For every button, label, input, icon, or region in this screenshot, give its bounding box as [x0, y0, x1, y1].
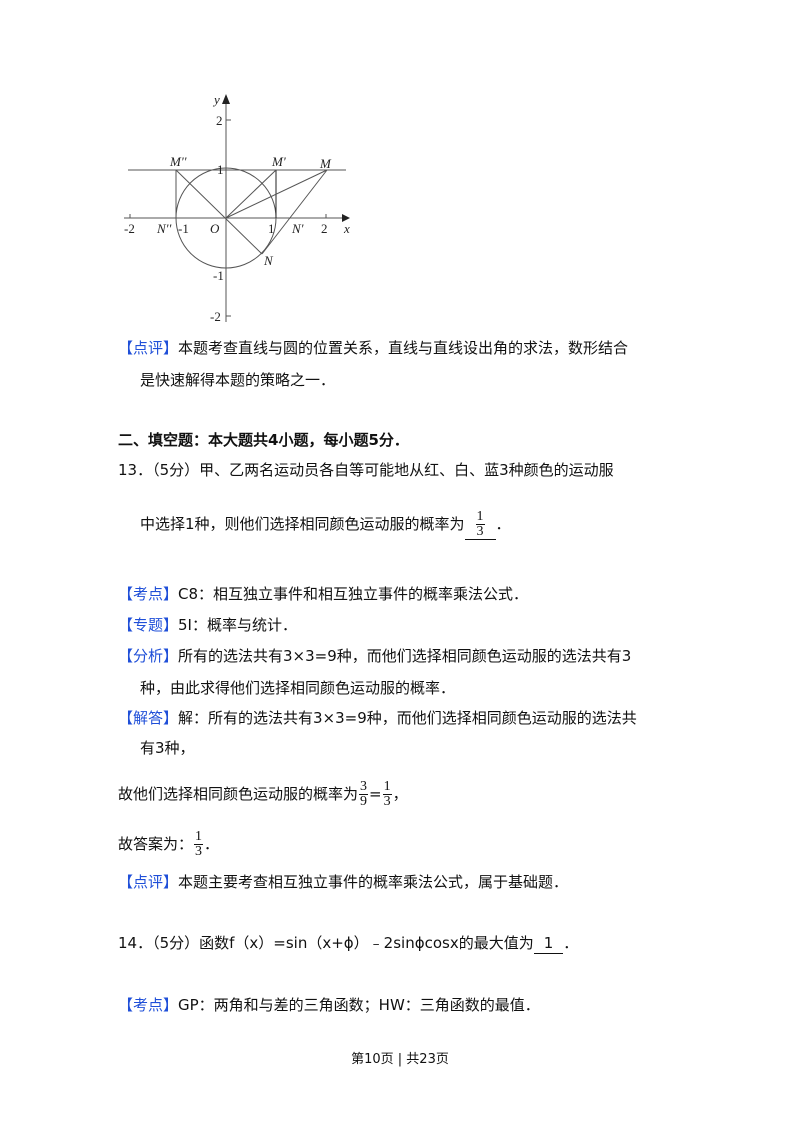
y-axis-label: y — [212, 92, 220, 107]
kaodian-text: C8：相互独立事件和相互独立事件的概率乘法公式． — [178, 585, 529, 603]
numerator: 1 — [475, 509, 485, 525]
q13-stem: 13．（5分）甲、乙两名运动员各自等可能地从红、白、蓝3种颜色的运动服 — [118, 461, 614, 479]
tick-x: -1 — [178, 221, 189, 236]
tick-y: 2 — [216, 113, 223, 128]
review-1: 【点评】本题考查直线与圆的位置关系，直线与直线设出角的求法，数形结合 — [118, 338, 628, 358]
answer-text: 故答案为： — [118, 835, 194, 853]
point-N1: N' — [291, 221, 304, 236]
prob-text: 故他们选择相同颜色运动服的概率为 — [118, 785, 359, 803]
kaodian-tag: 【考点】 — [118, 585, 179, 603]
page-footer: 第10页 | 共23页 — [351, 1052, 449, 1067]
point-N2: N'' — [156, 221, 171, 236]
denominator: 3 — [383, 794, 391, 809]
period: ． — [563, 934, 579, 952]
tick-x: -2 — [124, 221, 135, 236]
q14-answer: 1 — [533, 933, 564, 954]
point-M2: M'' — [169, 154, 187, 169]
denominator: 3 — [195, 844, 203, 859]
q14-kaodian: 【考点】GP：两角和与差的三角函数；HW：三角函数的最值． — [118, 995, 540, 1015]
tick-y: 1 — [217, 162, 224, 177]
fenxi-text: 所有的选法共有3×3=9种，而他们选择相同颜色运动服的选法共有3 — [178, 647, 632, 665]
origin-label: O — [210, 221, 220, 236]
zhuanti-text: 5I：概率与统计． — [178, 616, 297, 634]
period: ． — [204, 835, 220, 853]
denominator: 3 — [476, 524, 484, 539]
q13-fenxi-2: 种，由此求得他们选择相同颜色运动服的概率． — [140, 679, 456, 697]
point-M: M — [319, 156, 332, 171]
tick-x: 1 — [268, 221, 275, 236]
period: ． — [495, 515, 511, 533]
review-text: 本题考查直线与圆的位置关系，直线与直线设出角的求法，数形结合 — [178, 339, 629, 357]
jieda-tag: 【解答】 — [118, 709, 179, 727]
fenxi-tag: 【分析】 — [118, 647, 179, 665]
denominator: 9 — [360, 794, 368, 809]
q14-stem: 14．（5分）函数f（x）=sin（x+ϕ）﹣2sinϕcosx的最大值为 1 ． — [118, 933, 578, 954]
q13-prob: 故他们选择相同颜色运动服的概率为 3 9 = 1 3， — [118, 780, 408, 809]
point-M1: M' — [271, 154, 286, 169]
q13-kaodian: 【考点】C8：相互独立事件和相互独立事件的概率乘法公式． — [118, 584, 528, 604]
q13-stem-2: 中选择1种，则他们选择相同颜色运动服的概率为 1 3 ． — [140, 510, 511, 540]
zhuanti-tag: 【专题】 — [118, 616, 179, 634]
review-text: 本题主要考查相互独立事件的概率乘法公式，属于基础题． — [178, 873, 569, 891]
q13-fenxi: 【分析】所有的选法共有3×3=9种，而他们选择相同颜色运动服的选法共有3 — [118, 646, 631, 666]
coordinate-diagram: y x -2 -1 1 2 2 1 -1 -2 O M M' M'' N N' … — [124, 92, 350, 324]
numerator: 1 — [382, 779, 392, 795]
review-tag: 【点评】 — [118, 873, 179, 891]
q14-text: 14．（5分）函数f（x）=sin（x+ϕ）﹣2sinϕcosx的最大值为 — [118, 934, 534, 952]
review-tag: 【点评】 — [118, 339, 179, 357]
tick-x: 2 — [321, 221, 328, 236]
q13-jieda: 【解答】解：所有的选法共有3×3=9种，而他们选择相同颜色运动服的选法共 — [118, 708, 637, 728]
review-text-2: 是快速解得本题的策略之一． — [140, 371, 336, 389]
q13-jieda-2: 有3种， — [140, 739, 195, 757]
jieda-text: 解：所有的选法共有3×3=9种，而他们选择相同颜色运动服的选法共 — [178, 709, 637, 727]
numerator: 1 — [194, 829, 204, 845]
comma: ， — [392, 785, 408, 803]
numerator: 3 — [359, 779, 369, 795]
q13-zhuanti: 【专题】5I：概率与统计． — [118, 615, 297, 635]
q13-answer-line: 故答案为： 1 3 ． — [118, 830, 219, 859]
point-N: N — [263, 253, 274, 268]
kaodian-text: GP：两角和与差的三角函数；HW：三角函数的最值． — [178, 996, 540, 1014]
tick-y: -1 — [213, 268, 224, 283]
equals: = — [369, 785, 382, 803]
section-title: 二、填空题：本大题共4小题，每小题5分． — [118, 431, 409, 449]
q13-review: 【点评】本题主要考查相互独立事件的概率乘法公式，属于基础题． — [118, 872, 568, 892]
q13-text: 中选择1种，则他们选择相同颜色运动服的概率为 — [140, 515, 465, 533]
tick-y: -2 — [210, 309, 221, 324]
x-axis-label: x — [343, 221, 350, 236]
kaodian-tag: 【考点】 — [118, 996, 179, 1014]
